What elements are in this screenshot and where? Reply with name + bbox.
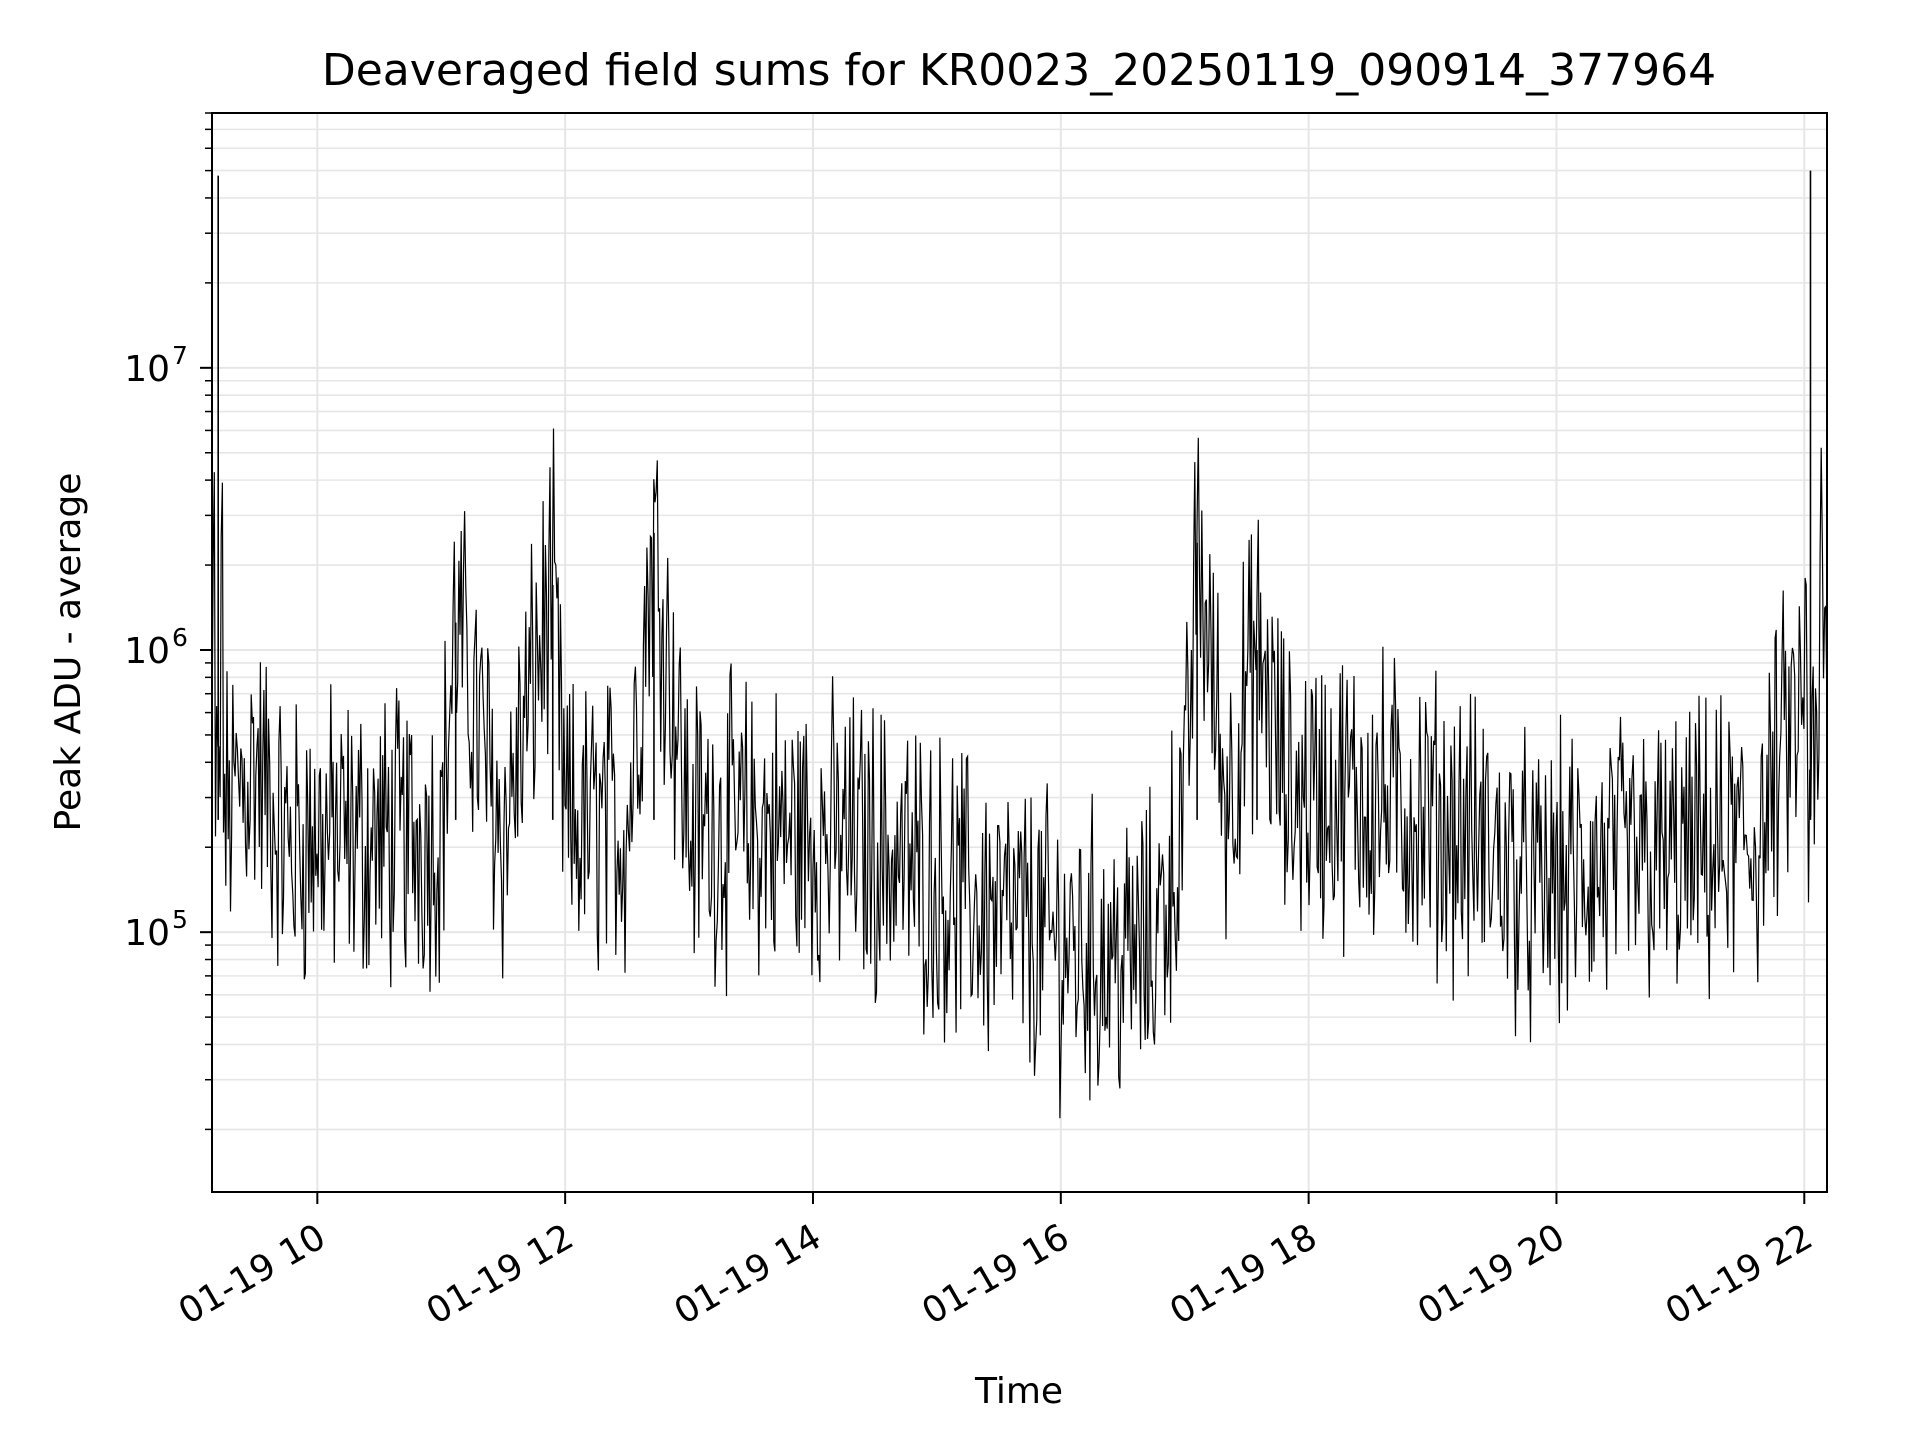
y-tick-exponent: 5 [172,905,188,934]
y-tick-label: 10 [124,913,170,954]
x-tick-label: 01-19 14 [668,1216,829,1332]
x-tick-label: 01-19 20 [1411,1216,1572,1332]
y-axis-label: Peak ADU - average [48,473,89,832]
plot-area-frame [211,112,1828,1193]
grid [212,112,1827,1192]
x-axis: 01-19 10 01-19 12 01-19 14 01-19 16 01-19 18… [172,1192,1820,1333]
y-tick-label: 10 [124,631,170,672]
x-tick-label: 01-19 22 [1659,1216,1820,1332]
x-axis-label: Time [974,1371,1063,1412]
data-spikes [217,170,1812,820]
y-tick-exponent: 6 [172,623,188,652]
x-tick-label: 01-19 16 [915,1216,1076,1332]
x-tick-label: 01-19 10 [172,1216,333,1332]
data-series-line [211,428,1828,1119]
chart-title: Deaveraged field sums for KR0023_2025011… [322,45,1716,96]
x-tick-label: 01-19 12 [420,1216,581,1332]
y-tick-exponent: 7 [172,341,188,370]
x-tick-label: 01-19 18 [1163,1216,1324,1332]
y-tick-label: 10 [124,349,170,390]
